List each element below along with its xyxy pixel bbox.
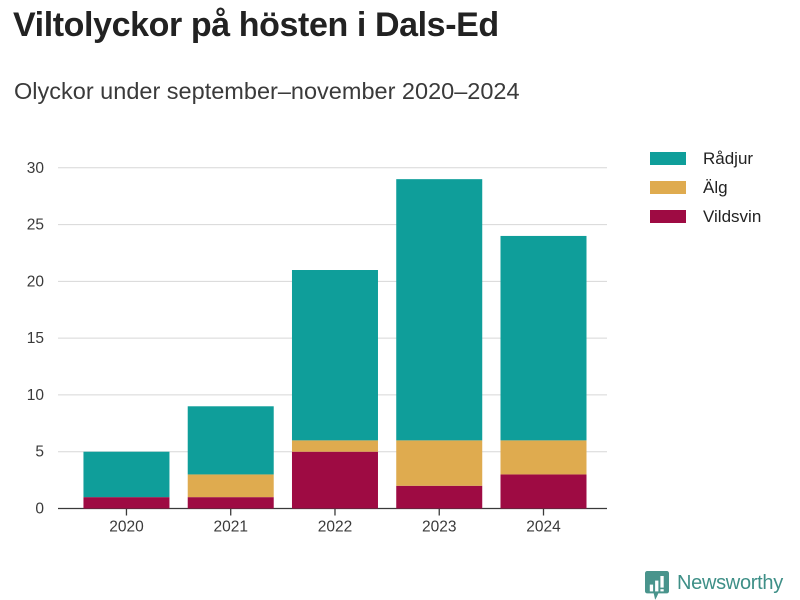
svg-text:10: 10 xyxy=(27,387,45,404)
svg-text:0: 0 xyxy=(35,501,44,518)
svg-text:20: 20 xyxy=(27,273,45,290)
svg-text:2021: 2021 xyxy=(213,519,247,536)
svg-text:2023: 2023 xyxy=(422,519,456,536)
svg-text:2020: 2020 xyxy=(109,519,144,536)
svg-text:25: 25 xyxy=(27,217,44,234)
svg-text:5: 5 xyxy=(35,444,44,461)
svg-text:15: 15 xyxy=(27,330,44,347)
svg-text:2022: 2022 xyxy=(318,519,352,536)
svg-text:2024: 2024 xyxy=(526,519,561,536)
svg-text:30: 30 xyxy=(27,160,45,177)
